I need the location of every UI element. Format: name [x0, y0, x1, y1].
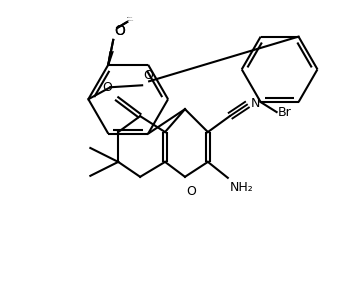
Text: N: N	[251, 97, 260, 110]
Text: methoxy: methoxy	[128, 20, 135, 21]
Bar	[103, 0, 173, 50]
Text: methoxy: methoxy	[115, 8, 121, 9]
Text: methoxy: methoxy	[120, 7, 126, 8]
Text: methoxy: methoxy	[127, 17, 134, 18]
Text: O: O	[143, 69, 153, 82]
Text: methoxy: methoxy	[123, 18, 130, 19]
Text: O: O	[115, 19, 125, 32]
Text: O: O	[117, 25, 127, 38]
Bar	[1, 0, 100, 30]
Text: NH₂: NH₂	[230, 181, 253, 194]
Text: Br: Br	[277, 106, 291, 118]
Text: O: O	[102, 81, 112, 94]
Text: O: O	[114, 24, 125, 38]
Text: O: O	[186, 185, 196, 198]
Text: O: O	[114, 24, 125, 38]
